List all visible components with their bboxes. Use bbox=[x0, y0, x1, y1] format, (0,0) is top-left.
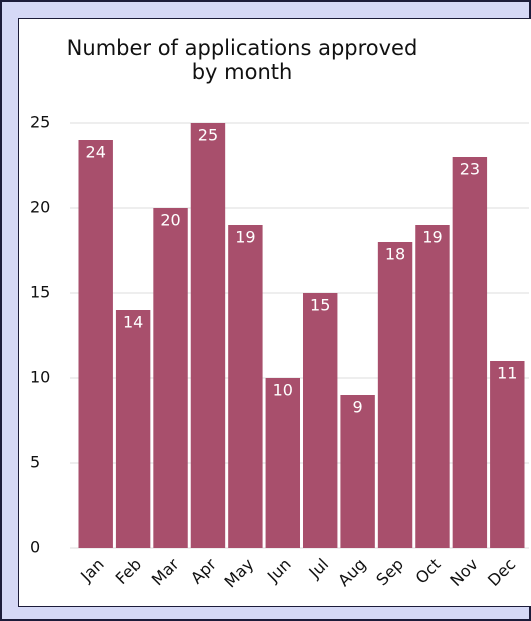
x-tick-label: Sep bbox=[372, 555, 407, 590]
bar bbox=[228, 225, 263, 548]
value-label: 23 bbox=[460, 160, 480, 179]
value-label: 25 bbox=[198, 126, 218, 145]
value-label: 18 bbox=[385, 245, 405, 264]
bar bbox=[340, 395, 375, 548]
x-tick-label: Apr bbox=[187, 554, 220, 587]
y-tick-label: 10 bbox=[30, 368, 50, 387]
y-tick-label: 5 bbox=[30, 453, 40, 472]
value-label: 20 bbox=[160, 211, 180, 230]
x-tick-label: Aug bbox=[334, 555, 370, 591]
chart-title: Number of applications approved by month bbox=[66, 36, 418, 84]
bar bbox=[265, 378, 301, 548]
x-tick-label: Dec bbox=[484, 555, 519, 590]
x-tick-label: Oct bbox=[411, 555, 444, 588]
y-tick-label: 0 bbox=[30, 538, 40, 557]
x-tick-label: Feb bbox=[112, 555, 145, 588]
bar bbox=[452, 157, 488, 548]
bar bbox=[490, 361, 525, 548]
value-label: 19 bbox=[422, 228, 442, 247]
value-label: 19 bbox=[235, 228, 255, 247]
x-tick-label: May bbox=[221, 555, 258, 592]
value-label: 9 bbox=[353, 398, 363, 417]
x-tick-label: Jan bbox=[76, 555, 108, 587]
value-label: 10 bbox=[273, 381, 293, 400]
y-tick-label: 15 bbox=[30, 283, 50, 302]
y-tick-label: 20 bbox=[30, 198, 50, 217]
x-tick-label: Mar bbox=[148, 554, 183, 589]
value-label: 15 bbox=[310, 296, 330, 315]
x-tick-label: Nov bbox=[446, 555, 482, 591]
bar bbox=[377, 242, 413, 548]
value-label: 11 bbox=[497, 364, 517, 383]
y-tick-label: 25 bbox=[30, 113, 50, 132]
bar bbox=[190, 123, 226, 548]
bar bbox=[115, 310, 151, 548]
bar bbox=[78, 140, 113, 548]
bar bbox=[302, 293, 338, 548]
bar bbox=[153, 208, 188, 548]
value-label: 24 bbox=[86, 143, 106, 162]
x-tick-label: Jun bbox=[263, 555, 295, 587]
x-tick-label: Jul bbox=[304, 555, 332, 583]
value-label: 14 bbox=[123, 313, 143, 332]
bar bbox=[415, 225, 450, 548]
